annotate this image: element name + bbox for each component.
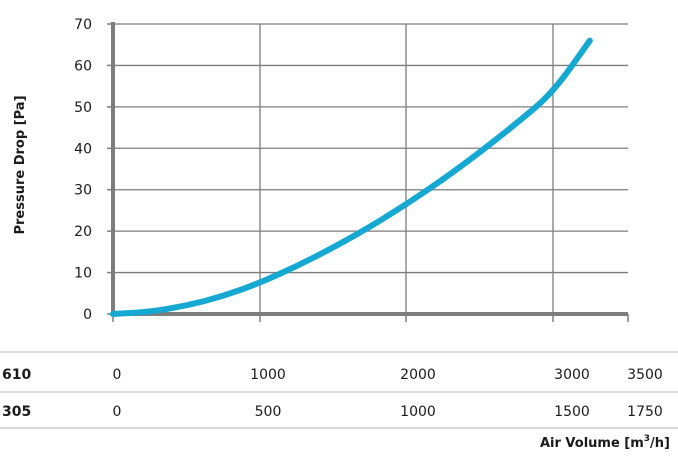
y-tick-label: 20 xyxy=(74,224,92,240)
x-tick-label: 3000 xyxy=(554,367,590,383)
x-tick-label: 1750 xyxy=(627,404,663,420)
y-tick-label: 70 xyxy=(74,17,92,33)
x-tick-label: 1000 xyxy=(400,404,436,420)
x-tick-label: 1000 xyxy=(250,367,286,383)
series-layer xyxy=(110,37,593,317)
series-line xyxy=(110,37,593,317)
y-tick-label: 50 xyxy=(74,100,92,116)
y-tick-label: 60 xyxy=(74,58,92,74)
y-tick-label: 30 xyxy=(74,183,92,199)
x-tick-label: 2000 xyxy=(400,367,436,383)
y-tick-label: 40 xyxy=(74,141,92,157)
x-scale-row-label: 610 xyxy=(2,367,31,383)
x-tick-label: 0 xyxy=(113,367,122,383)
x-tick-label: 3500 xyxy=(627,367,663,383)
x-tick-label: 500 xyxy=(255,404,282,420)
x-scale-row-label: 305 xyxy=(2,404,31,420)
x-tick-label: 1500 xyxy=(554,404,590,420)
y-tick-label: 10 xyxy=(74,266,92,282)
x-scale-table: 610 0 1000 2000 3000 3500 305 0 500 1000 1500 1750 xyxy=(0,351,678,429)
y-tick-label: 0 xyxy=(83,307,92,323)
axes xyxy=(107,22,629,322)
y-tick-labels: 0 10 20 30 40 50 60 70 xyxy=(74,17,92,323)
x-tick-label: 0 xyxy=(113,404,122,420)
x-axis-title: Air Volume [m3/h] xyxy=(540,434,670,451)
grid-lines xyxy=(113,23,628,314)
y-axis-title: Pressure Drop [Pa] xyxy=(13,95,28,234)
